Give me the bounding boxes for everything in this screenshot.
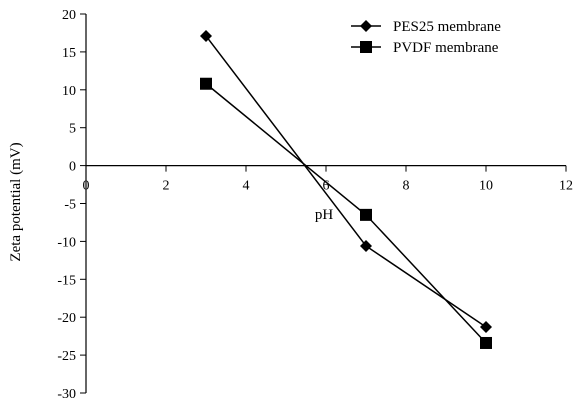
series-line-2 (205, 83, 487, 344)
data-point-series-1 (360, 239, 372, 252)
x-tick-label: 10 (479, 179, 493, 194)
y-tick-label: 20 (62, 8, 76, 23)
y-tick-label: 0 (69, 160, 76, 175)
y-tick-label: 10 (62, 84, 76, 99)
data-point-series-2 (360, 208, 372, 221)
y-tick-label: -15 (57, 273, 76, 288)
legend-marker-2 (360, 41, 372, 53)
x-tick-label: 4 (243, 179, 250, 194)
x-tick-label: 2 (163, 179, 170, 194)
x-axis-title: pH (315, 207, 334, 223)
data-point-series-1 (480, 321, 492, 334)
y-axis-title: Zeta potential (mV) (8, 142, 24, 261)
data-point-series-2 (200, 77, 212, 90)
y-tick-label: -25 (57, 349, 76, 364)
x-tick-label: 12 (559, 179, 573, 194)
y-tick-label: -5 (64, 198, 76, 213)
x-tick-label: 8 (403, 179, 410, 194)
y-tick-label: 5 (69, 122, 76, 137)
data-point-series-2 (480, 336, 492, 349)
y-tick-label: -10 (57, 235, 76, 250)
y-tick-label: -20 (57, 311, 76, 326)
legend-marker-1 (360, 20, 372, 32)
legend-label-1: PES25 membrane (393, 19, 501, 35)
y-tick-label: -30 (57, 387, 76, 402)
plot-area: 20 15 10 5 0 -5 -10 -15 -20 -25 -30 0 2 4 6 8 10 12 PES25 … (57, 8, 573, 402)
y-tick-label: 15 (62, 46, 76, 61)
x-tick-label: 6 (323, 179, 330, 194)
legend-label-2: PVDF membrane (393, 40, 499, 56)
data-point-series-1 (200, 29, 212, 42)
x-tick-label: 0 (83, 179, 90, 194)
